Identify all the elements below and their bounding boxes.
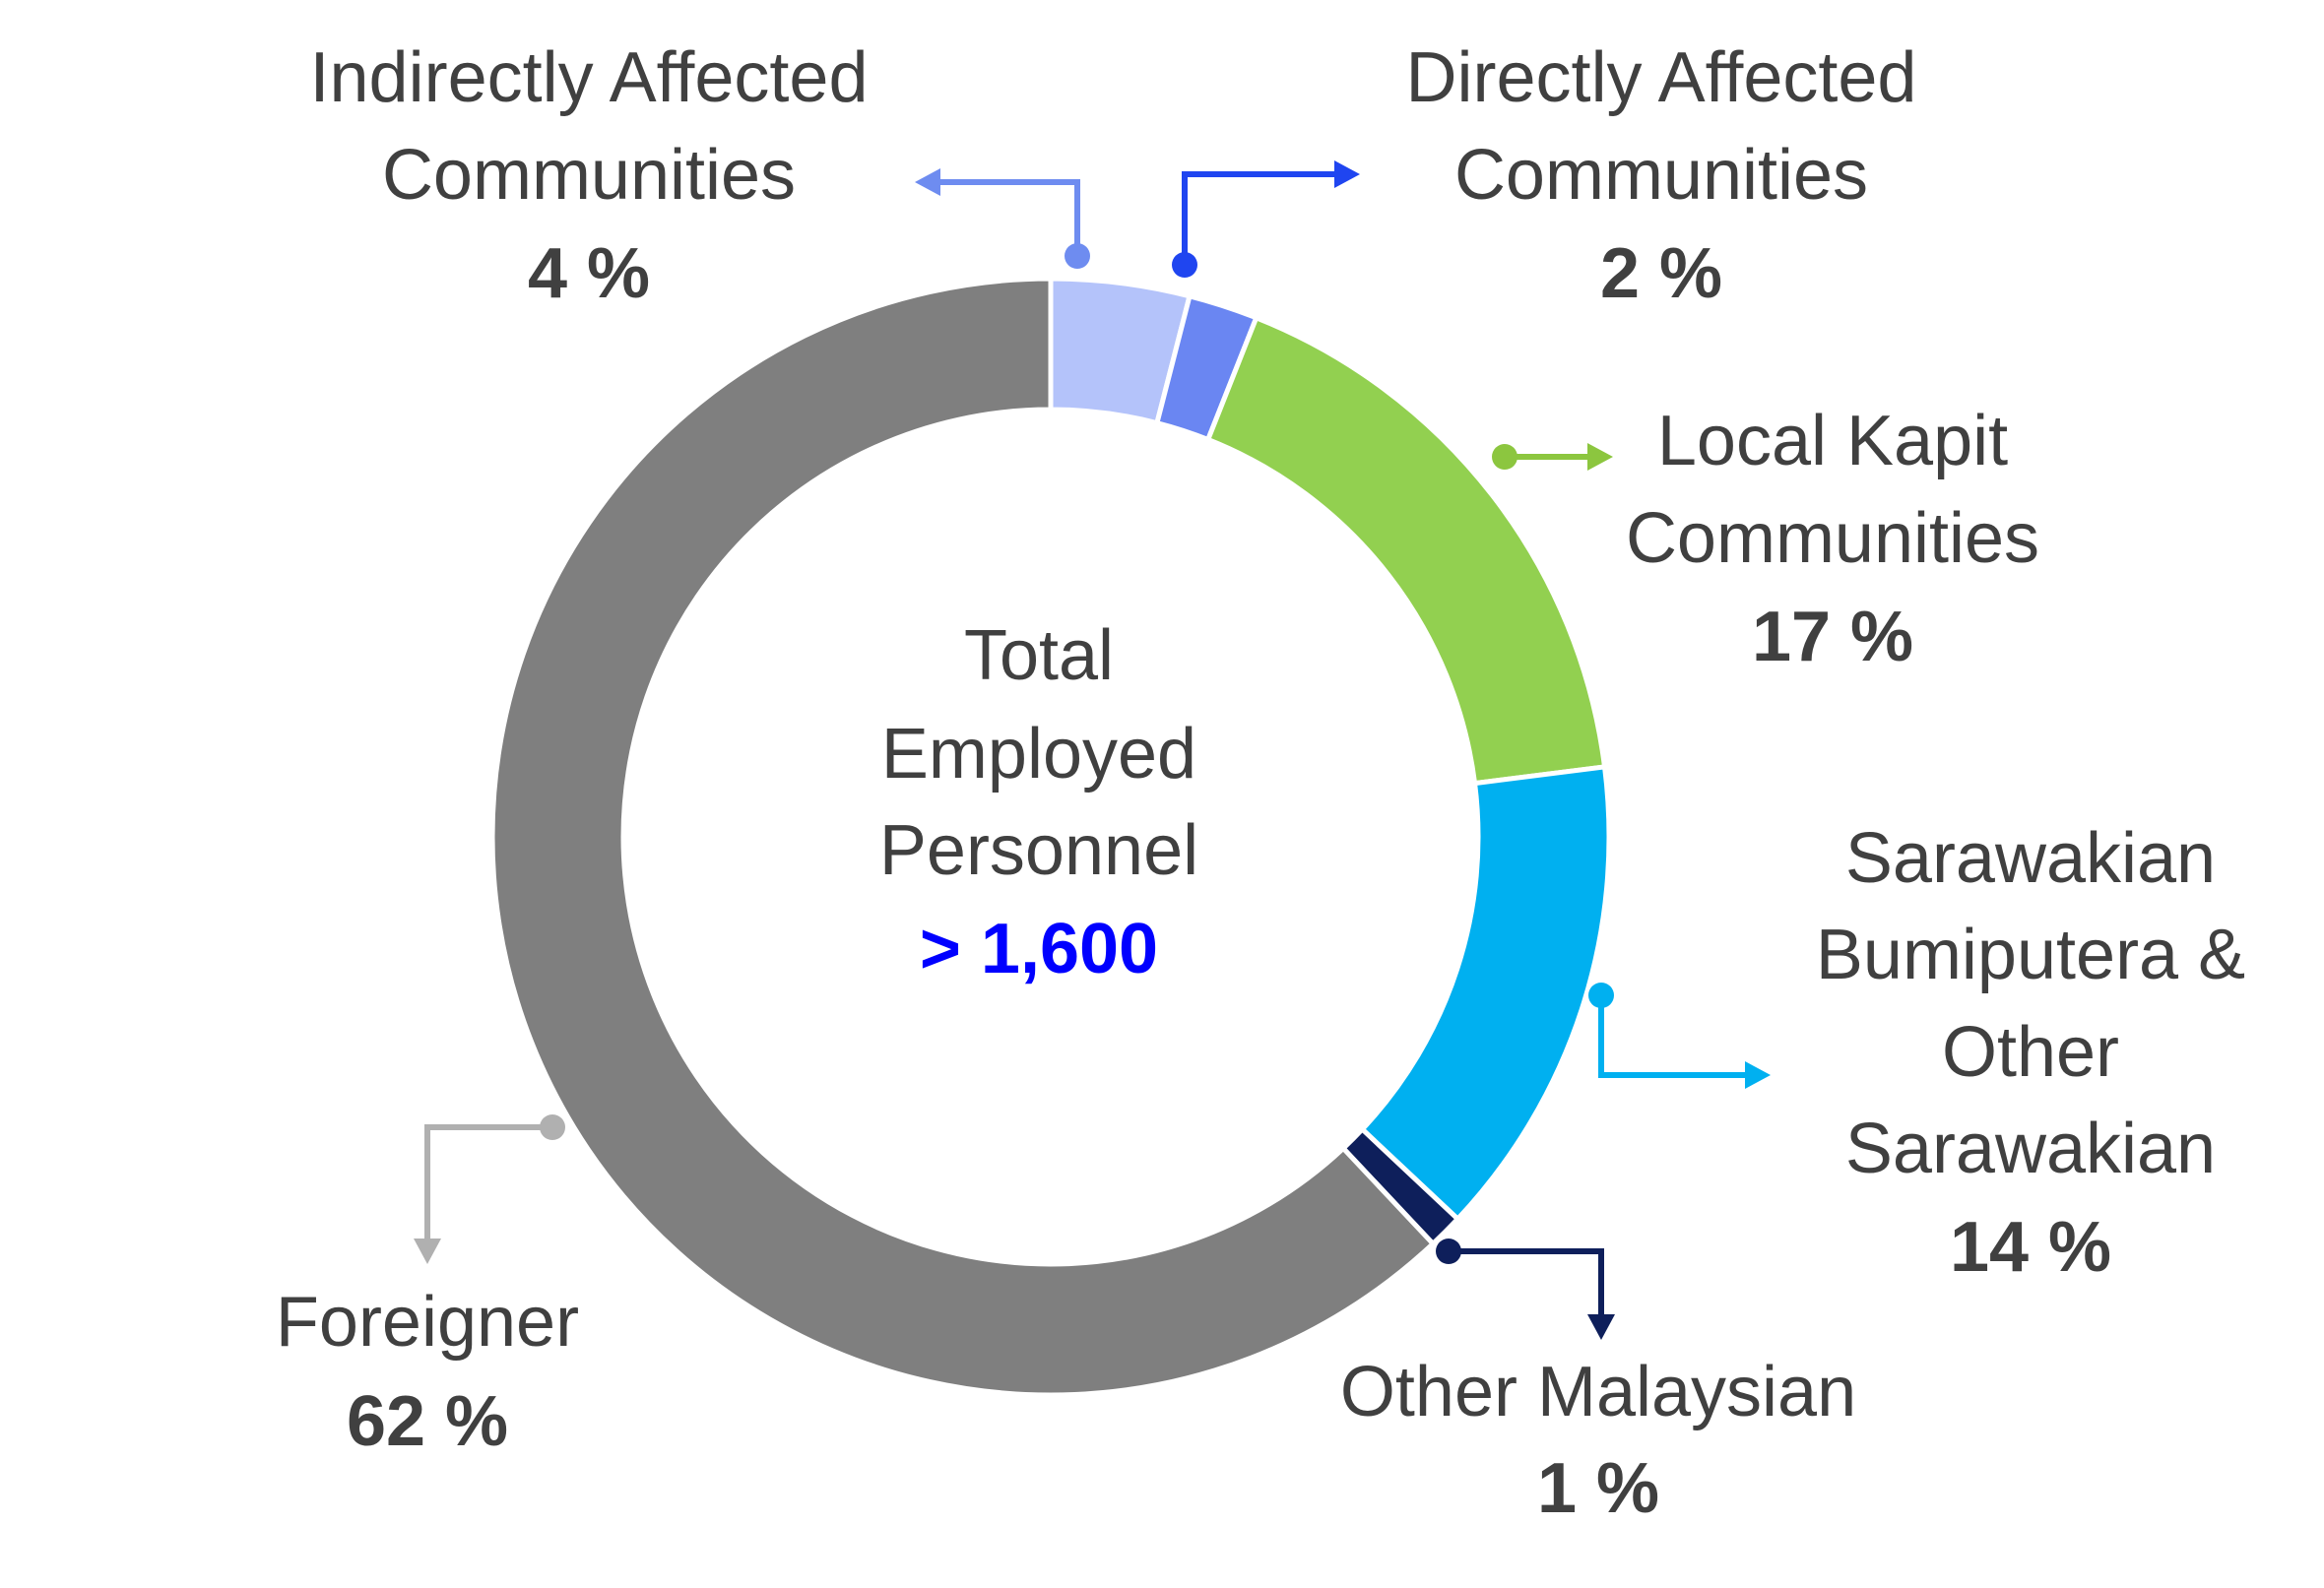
indirect-label-line-2: Communities	[382, 136, 796, 215]
malaysian-arrowhead-icon	[1587, 1314, 1615, 1340]
malaysian-leader-arrow	[1449, 1248, 1604, 1314]
indirect-leader-arrow	[940, 179, 1080, 256]
foreigner-leader-dot	[540, 1114, 565, 1140]
donut-segment-foreigner	[489, 276, 1437, 1398]
kapit-arrowhead-icon	[1587, 443, 1613, 471]
donut-segment-sarawakian	[1358, 764, 1612, 1223]
foreigner-arrowhead-icon	[414, 1239, 441, 1264]
direct-value-label: 2 %	[1600, 234, 1722, 313]
sarawakian-leader-arrow	[1598, 995, 1745, 1078]
sarawakian-label-line-3: Other	[1942, 1013, 2119, 1092]
direct-label-line-1: Directly Affected	[1406, 38, 1917, 117]
kapit-label-line-2: Communities	[1626, 499, 2039, 578]
sarawakian-arrowhead-icon	[1745, 1061, 1771, 1089]
kapit-leader-dot	[1492, 444, 1517, 470]
direct-leader-dot	[1172, 252, 1197, 278]
center-label-line-2: Employed	[881, 715, 1196, 794]
center-label-line-1: Total	[964, 616, 1114, 695]
malaysian-leader-dot	[1436, 1239, 1461, 1264]
sarawakian-label-line-4: Sarawakian	[1845, 1110, 2216, 1188]
sarawakian-value-label: 14 %	[1950, 1208, 2111, 1287]
center-total-value: > 1,600	[920, 910, 1158, 988]
direct-arrowhead-icon	[1334, 160, 1360, 188]
donut-segment-kapit	[1204, 314, 1608, 787]
kapit-label-line-1: Local Kapit	[1657, 402, 2008, 480]
indirect-label-line-1: Indirectly Affected	[310, 38, 869, 117]
kapit-value-label: 17 %	[1752, 598, 1913, 676]
indirect-value-label: 4 %	[528, 234, 650, 313]
leader-markers	[414, 160, 1771, 1340]
sarawakian-label-line-2: Bumiputera &	[1816, 916, 2245, 994]
foreigner-value-label: 62 %	[347, 1382, 508, 1461]
malaysian-value-label: 1 %	[1537, 1449, 1659, 1528]
sarawakian-leader-dot	[1588, 983, 1614, 1008]
donut-segments	[489, 276, 1612, 1398]
malaysian-label-line-1: Other Malaysian	[1340, 1353, 1856, 1431]
foreigner-label-line-1: Foreigner	[276, 1283, 579, 1362]
direct-label-line-2: Communities	[1454, 136, 1868, 215]
center-label-line-3: Personnel	[879, 811, 1198, 890]
foreigner-leader-arrow	[424, 1124, 552, 1239]
indirect-arrowhead-icon	[915, 168, 940, 196]
direct-leader-arrow	[1182, 171, 1334, 265]
indirect-leader-dot	[1065, 243, 1090, 269]
sarawakian-label-line-1: Sarawakian	[1845, 819, 2216, 898]
